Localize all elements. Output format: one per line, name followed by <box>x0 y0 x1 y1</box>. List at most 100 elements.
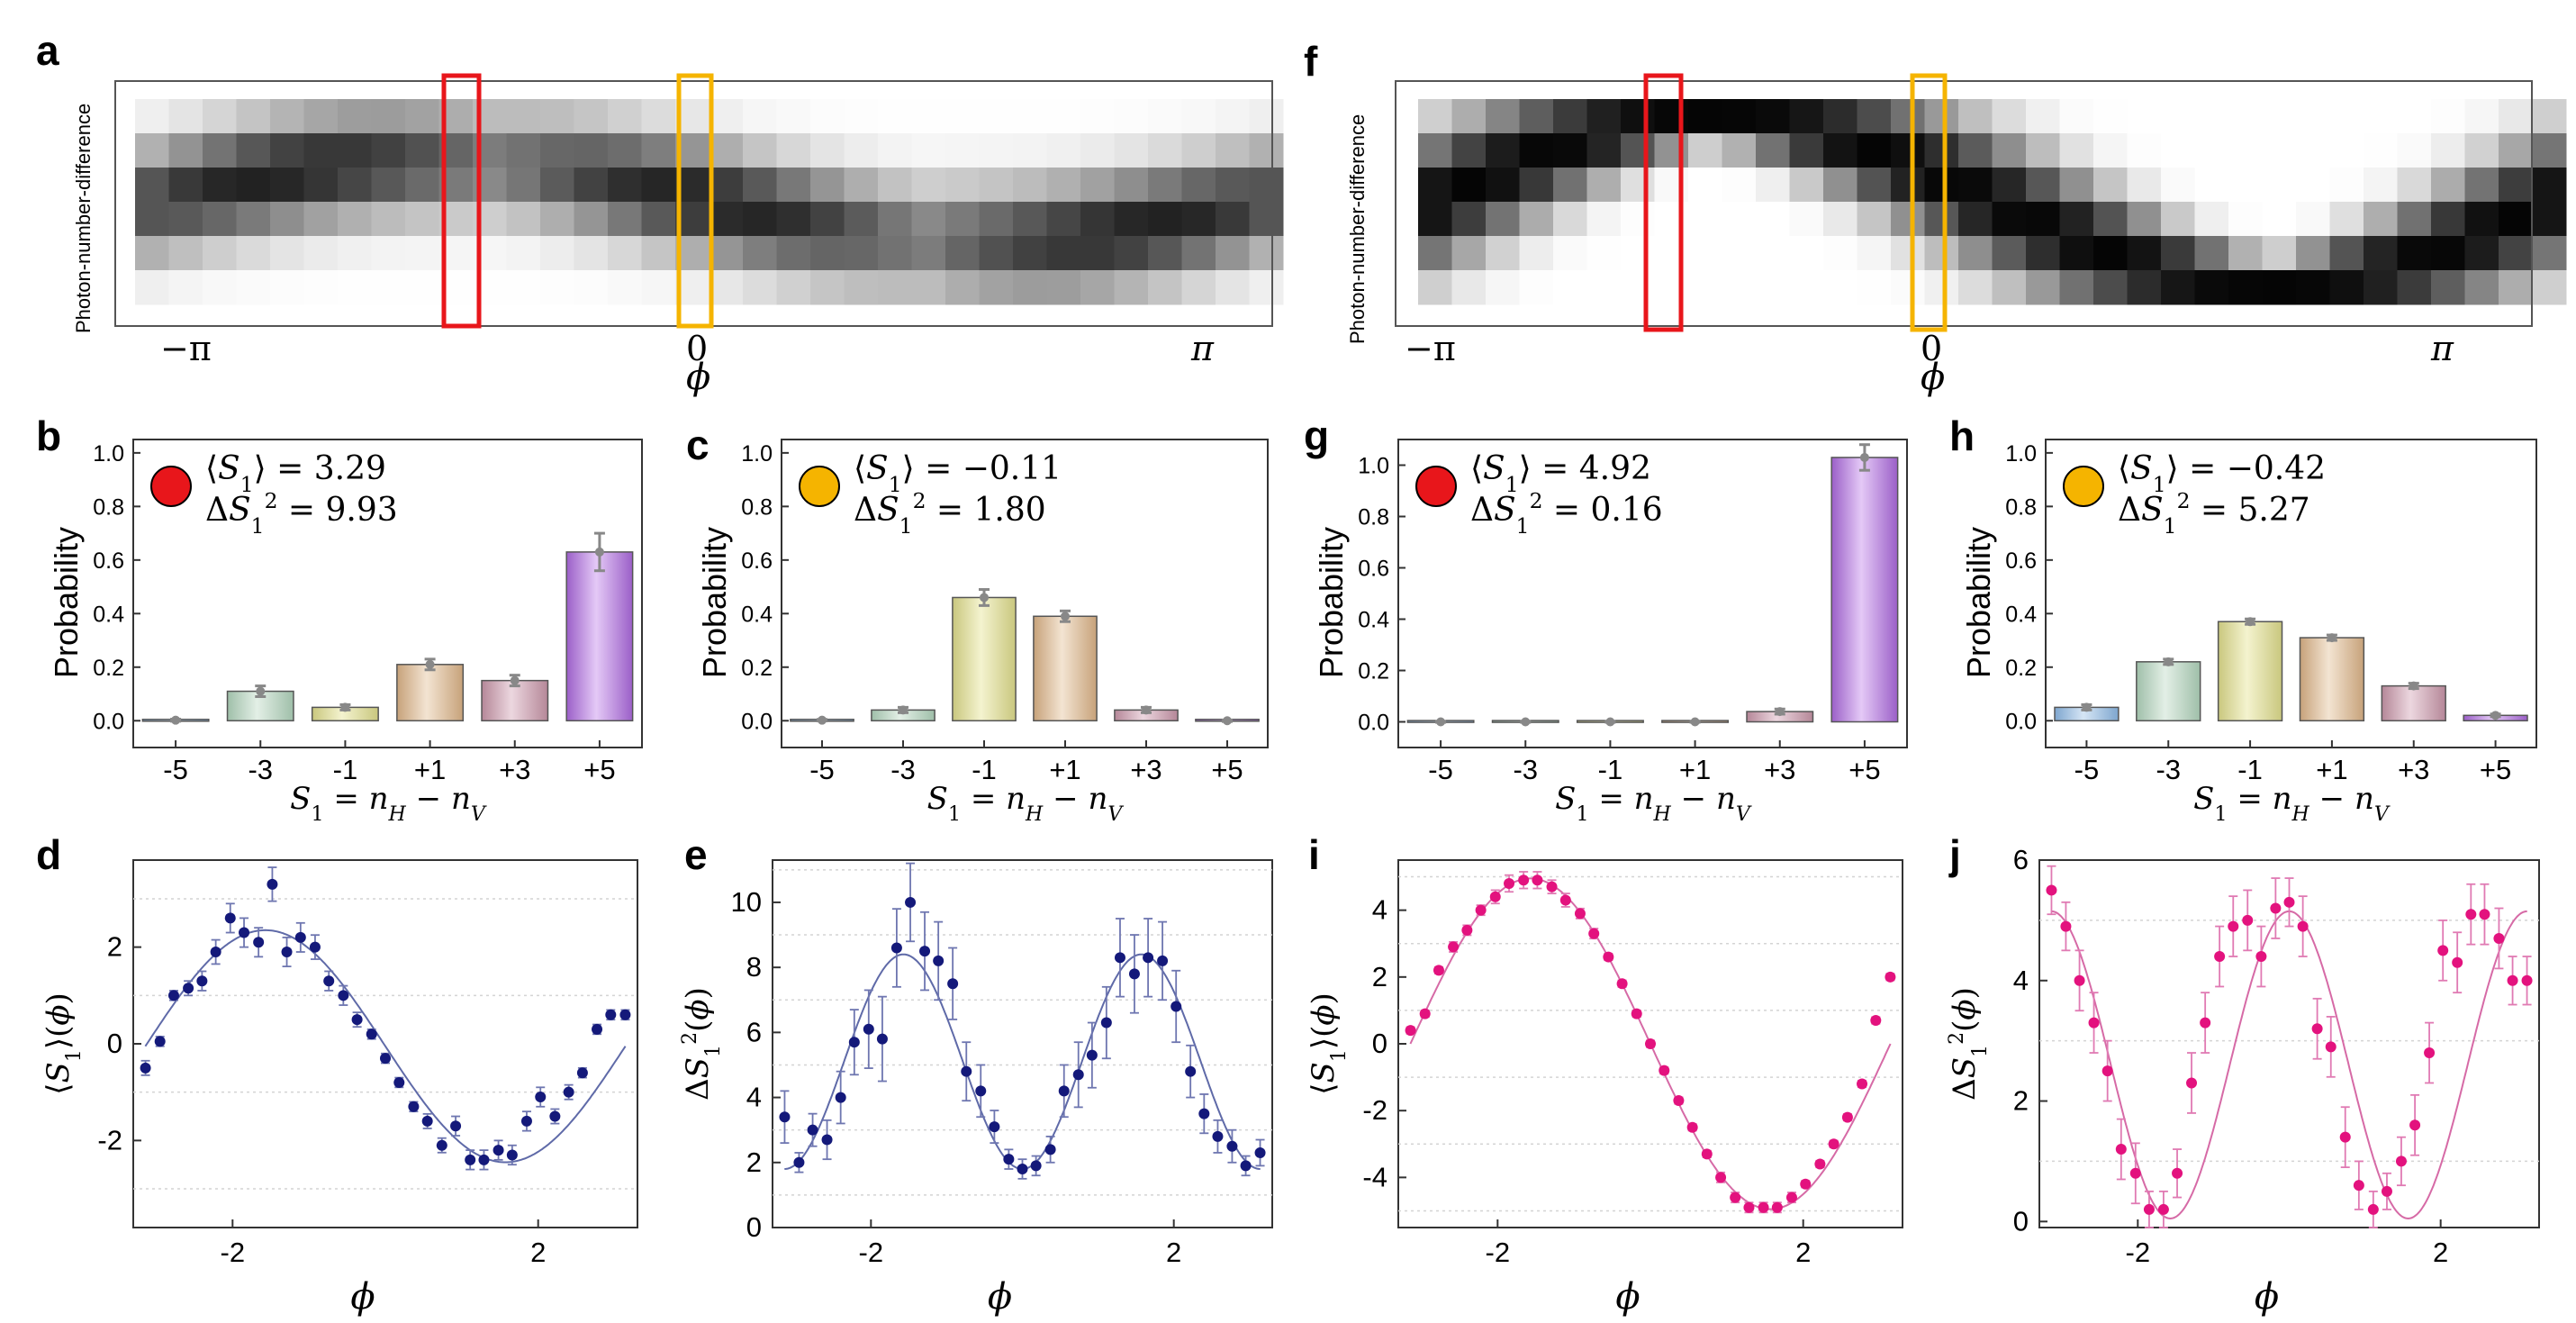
heat-a-cell <box>1046 270 1081 305</box>
heat-a-cell <box>641 99 676 134</box>
heat-f-cell <box>2532 202 2567 237</box>
heat-a-cell <box>303 202 339 237</box>
heat-f-cell <box>1756 236 1790 271</box>
y-axis-label-group: ΔS12(ϕ) <box>1945 987 1992 1101</box>
data-point <box>338 990 349 1001</box>
y-tick-label: 8 <box>746 951 762 983</box>
heat-f-cell <box>1722 133 1757 168</box>
heat-f-cell <box>1519 270 1554 305</box>
data-point <box>2311 1023 2323 1035</box>
heat-f-cell <box>1688 168 1722 203</box>
y-tick-label: 0.0 <box>741 709 773 734</box>
heat-a-cell <box>540 202 574 237</box>
mean-point <box>2409 681 2418 691</box>
y-axis-label: Probability <box>1960 527 1997 678</box>
heat-f-cell <box>2532 270 2567 305</box>
heat-a-cell <box>1080 270 1115 305</box>
x-tick-label: -5 <box>809 754 835 785</box>
x-axis-label: ϕ <box>988 1276 1012 1318</box>
plot-frame <box>2045 439 2537 748</box>
heat-f-cell <box>2397 270 2432 305</box>
data-point <box>1785 1192 1797 1203</box>
heat-a-cell <box>168 236 203 271</box>
data-point <box>1475 904 1487 916</box>
heat-a-cell <box>1249 99 1284 134</box>
data-point <box>848 1037 860 1048</box>
heat-a-cell <box>844 202 879 237</box>
data-point <box>393 1076 405 1088</box>
y-tick-label: 0.2 <box>741 656 773 681</box>
heat-f-cell <box>2093 270 2128 305</box>
heat-f-cell <box>1992 168 2027 203</box>
heat-f-cell <box>1857 236 1892 271</box>
heat-a-cell <box>641 168 676 203</box>
heat-a-cell <box>371 133 406 168</box>
heat-a-cell <box>506 99 541 134</box>
heat-f-cell <box>2228 99 2263 134</box>
data-point <box>2046 884 2057 896</box>
heat-a-cell <box>776 270 811 305</box>
heat-a-cell <box>608 236 642 271</box>
heatmap-f-frame <box>1395 80 2533 327</box>
data-point <box>196 975 208 987</box>
heat-f-cell <box>1924 236 1959 271</box>
heat-a-cell <box>878 270 912 305</box>
data-point <box>1588 928 1600 939</box>
x-tick-label: +5 <box>2480 754 2511 785</box>
heat-a-cell <box>236 133 271 168</box>
heat-f-cell <box>1519 99 1554 134</box>
heat-a-cell <box>135 236 169 271</box>
heat-f-cell <box>2329 133 2364 168</box>
mean-point <box>2490 711 2500 720</box>
heat-a-cell <box>168 168 203 203</box>
heat-f-cell <box>2093 99 2128 134</box>
data-point <box>1419 1008 1431 1019</box>
heat-f-cell <box>1992 202 2027 237</box>
data-point <box>1631 1008 1642 1019</box>
heat-f-cell <box>1451 168 1487 203</box>
data-point <box>933 955 945 966</box>
y-tick-label: 0.0 <box>2005 709 2037 734</box>
mean-point <box>1859 452 1869 462</box>
heat-a-cell <box>878 168 912 203</box>
data-point <box>1743 1201 1755 1213</box>
data-point <box>576 1067 588 1079</box>
mean-point <box>2246 617 2255 627</box>
state-marker <box>2063 466 2104 507</box>
heat-a-cell <box>1013 236 1047 271</box>
heat-f-cell <box>1891 270 1925 305</box>
data-point <box>535 1092 547 1103</box>
bar--3 <box>2136 661 2201 722</box>
data-point <box>294 931 306 943</box>
heat-f-cell <box>2161 236 2195 271</box>
heat-a-cell <box>371 236 406 271</box>
heat-f-cell <box>2499 133 2533 168</box>
data-point <box>2339 1131 2351 1143</box>
heat-f-cell <box>2397 202 2432 237</box>
heat-f-cell <box>1418 133 1452 168</box>
heat-f-cell <box>2532 236 2567 271</box>
x-tick-label: 2 <box>1795 1237 1811 1268</box>
heat-f-cell <box>2026 202 2060 237</box>
heat-f-cell <box>2532 133 2567 168</box>
y-axis-label-group: ⟨S1⟩(ϕ) <box>1306 992 1351 1095</box>
mean-annotation: ⟨S1⟩ = −0.11 <box>854 450 1062 497</box>
mean-point <box>425 659 435 669</box>
heat-a-cell <box>1181 99 1216 134</box>
heat-a-cell <box>641 270 676 305</box>
heat-f-cell <box>1857 202 1892 237</box>
y-tick-label: -2 <box>1362 1094 1387 1126</box>
y-tick-label: 0.4 <box>1358 608 1389 633</box>
mean-point <box>171 715 181 725</box>
data-point <box>351 1014 363 1026</box>
heat-f-cell <box>1621 133 1655 168</box>
heat-f-cell <box>1823 270 1857 305</box>
data-point <box>408 1101 420 1112</box>
heat-f-cell <box>1789 270 1824 305</box>
data-point <box>1240 1160 1252 1172</box>
heat-a-cell <box>844 236 879 271</box>
heat-a-cell <box>371 270 406 305</box>
panel-letter-b: b <box>36 412 61 459</box>
heat-a-cell <box>405 99 439 134</box>
heat-f-cell <box>2161 270 2195 305</box>
